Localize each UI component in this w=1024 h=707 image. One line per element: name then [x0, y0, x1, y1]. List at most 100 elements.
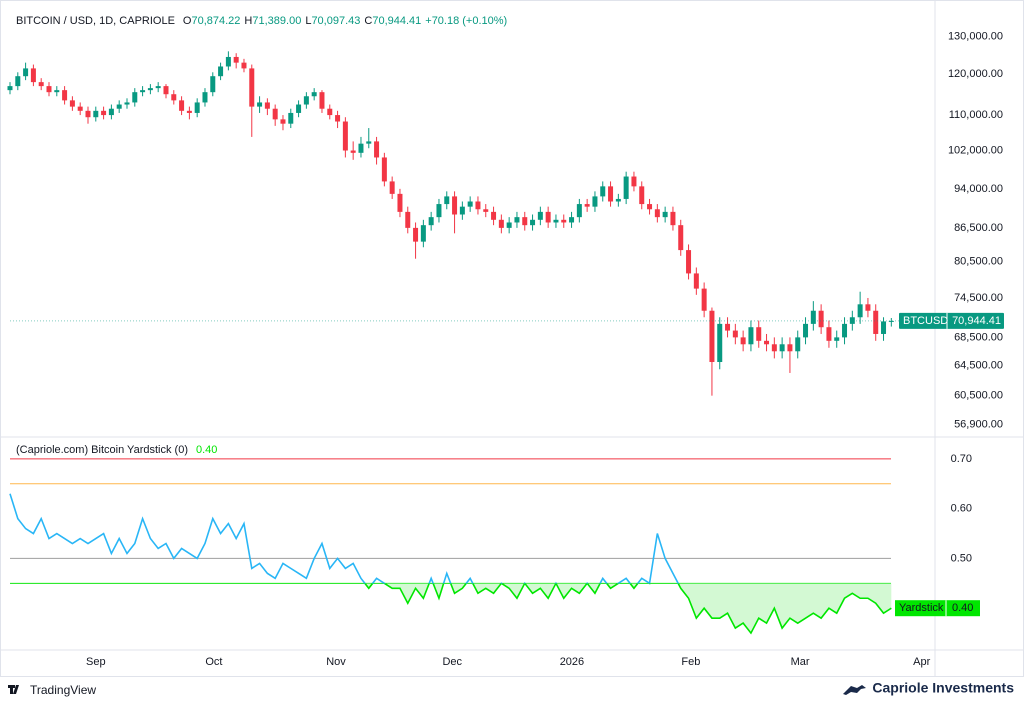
- candle-body: [327, 108, 333, 116]
- ohlc-value: 71,389.00: [252, 15, 302, 27]
- candle-body: [381, 157, 387, 182]
- chart-title: BITCOIN / USD, 1D, CAPRIOLE: [16, 15, 175, 27]
- candle-body: [475, 201, 481, 210]
- y-tick-label: 74,500.00: [954, 292, 1003, 304]
- candle-body: [881, 321, 887, 334]
- price-tag-name: BTCUSD: [903, 315, 948, 327]
- candle-body: [725, 323, 731, 331]
- candle-body: [218, 66, 224, 77]
- candle-body: [865, 304, 871, 311]
- candle-body: [717, 323, 723, 362]
- candle-body: [374, 141, 380, 158]
- candle-body: [787, 344, 793, 352]
- candle-body: [147, 88, 153, 91]
- candle-body: [537, 211, 543, 220]
- candle-body: [350, 150, 356, 153]
- candle-body: [483, 209, 489, 212]
- candle-body: [514, 217, 520, 223]
- candle-body: [498, 219, 504, 228]
- x-tick-label: Oct: [205, 656, 222, 668]
- candle-body: [631, 176, 637, 187]
- candle-body: [795, 337, 801, 352]
- candle-body: [116, 104, 122, 109]
- ohlc-key: H: [244, 15, 253, 27]
- candle-body: [608, 186, 614, 202]
- y-tick-label: 56,900.00: [954, 418, 1003, 430]
- x-tick-label: Mar: [791, 656, 810, 668]
- x-tick-label: 2026: [560, 656, 584, 668]
- candle-body: [600, 186, 606, 197]
- candle-body: [428, 217, 434, 226]
- candle-body: [740, 337, 746, 345]
- candle-body: [303, 96, 309, 105]
- candle-body: [530, 219, 536, 226]
- candle-body: [771, 344, 777, 352]
- candle-body: [30, 68, 36, 83]
- candle-body: [319, 92, 325, 109]
- candle-body: [857, 304, 863, 318]
- candle-body: [108, 108, 114, 116]
- candle-body: [413, 227, 419, 242]
- candle-body: [842, 323, 848, 338]
- y-tick-label: 80,500.00: [954, 256, 1003, 268]
- x-tick-label: Apr: [913, 656, 930, 668]
- tradingview-logo: [8, 685, 19, 694]
- candle-body: [358, 143, 364, 153]
- candle-body: [186, 110, 192, 113]
- candle-body: [756, 327, 762, 341]
- candle-body: [54, 90, 60, 93]
- y-tick-label: 86,500.00: [954, 222, 1003, 234]
- candle-body: [249, 68, 255, 107]
- candle-body: [670, 211, 676, 226]
- candle-body: [124, 102, 130, 105]
- y-tick-label: 94,000.00: [954, 183, 1003, 195]
- candle-body: [849, 317, 855, 324]
- candle-body: [803, 323, 809, 338]
- candle-body: [444, 196, 450, 205]
- candle-body: [748, 327, 754, 345]
- value-tag-name: Yardstick: [899, 602, 944, 614]
- x-tick-label: Feb: [681, 656, 700, 668]
- candle-body: [647, 204, 653, 210]
- candle-body: [452, 196, 458, 215]
- candle-body: [296, 104, 302, 113]
- candle-body: [491, 211, 497, 220]
- candle-body: [202, 92, 208, 103]
- candle-body: [569, 217, 575, 223]
- candle-body: [420, 225, 426, 242]
- candle-body: [459, 206, 465, 215]
- candle-body: [678, 225, 684, 251]
- ohlc-value: 70,097.43: [311, 15, 361, 27]
- candle-body: [818, 310, 824, 328]
- candle-body: [584, 204, 590, 207]
- candle-body: [171, 94, 177, 101]
- indicator-header: (Capriole.com) Bitcoin Yardstick (0) 0.40: [16, 444, 221, 456]
- candle-body: [85, 110, 91, 118]
- value-tag-value: 0.40: [952, 602, 973, 614]
- y-tick-label: 130,000.00: [948, 31, 1003, 43]
- candle-body: [155, 86, 161, 89]
- indicator-value: 0.40: [195, 444, 218, 456]
- candle-body: [553, 219, 559, 223]
- candle-body: [62, 90, 68, 101]
- x-tick-label: Nov: [326, 656, 346, 668]
- candle-body: [69, 100, 75, 107]
- candle-body: [342, 121, 348, 151]
- y-tick-label: 0.50: [951, 552, 972, 564]
- candle-body: [506, 222, 512, 228]
- ohlc-value: 70,944.41: [372, 15, 422, 27]
- candle-body: [210, 76, 216, 93]
- price-tag-value: 70,944.41: [952, 315, 1001, 327]
- candle-body: [132, 92, 138, 103]
- candle-body: [93, 110, 99, 118]
- candle-body: [194, 102, 200, 113]
- candle-body: [701, 288, 707, 311]
- candle-body: [834, 337, 840, 341]
- candle-body: [779, 344, 785, 352]
- candle-body: [280, 119, 286, 124]
- candle-body: [561, 219, 567, 223]
- candle-body: [77, 106, 83, 111]
- candle-body: [654, 209, 660, 218]
- candle-body: [436, 204, 442, 218]
